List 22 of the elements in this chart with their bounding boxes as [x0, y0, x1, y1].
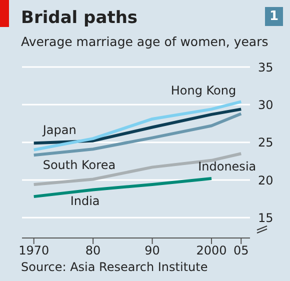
x-tick-label: 80: [85, 244, 101, 258]
chart-title: Bridal paths: [21, 8, 138, 28]
x-tick-label: 05: [233, 244, 249, 258]
y-tick-label: 15: [258, 210, 274, 225]
line-series: [32, 100, 243, 152]
source-note: Source: Asia Research Institute: [21, 260, 208, 274]
chart-subtitle: Average marriage age of women, years: [21, 34, 268, 49]
line-series: [32, 112, 243, 157]
series-label: Indonesia: [198, 160, 256, 174]
x-tick-label: 90: [144, 244, 160, 258]
text: 1: [265, 7, 283, 26]
y-tick-label: 30: [258, 98, 274, 112]
y-tick-label: 20: [258, 173, 274, 188]
y-tick-label: 25: [258, 136, 274, 150]
x-tick-label: 2000: [196, 244, 227, 258]
series-label: India: [70, 194, 100, 208]
series-label: Japan: [42, 123, 76, 138]
series-label: South Korea: [42, 158, 116, 172]
line-series: [32, 108, 243, 145]
x-tick-label: 1970: [18, 244, 50, 258]
series-label: Hong Kong: [170, 84, 236, 98]
y-tick-label: 35: [258, 60, 274, 74]
